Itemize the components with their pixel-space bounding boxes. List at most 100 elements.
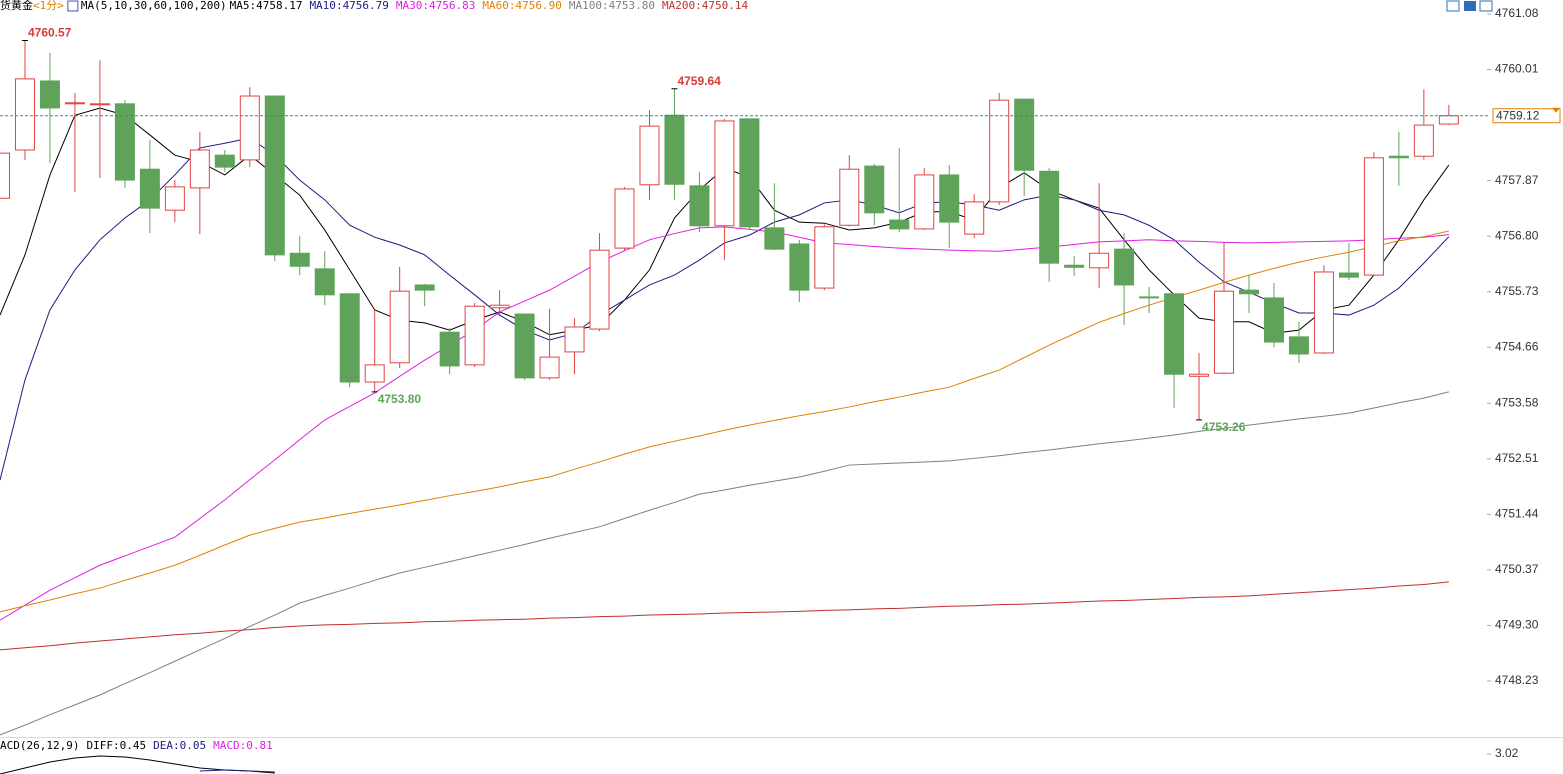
y-tick-label: 4754.66	[1495, 339, 1539, 353]
extreme-label: 4759.64	[677, 74, 721, 88]
legend-part: MA10	[309, 0, 336, 12]
macd-area	[0, 755, 275, 774]
candle-body	[289, 252, 310, 267]
legend-part: :	[249, 0, 256, 12]
toolbar-icon[interactable]	[1479, 0, 1493, 12]
legend-part: 4753.80	[609, 0, 655, 12]
legend-part: :	[695, 0, 702, 12]
candle-body	[739, 118, 760, 228]
legend-entry: MA200:4750.14	[662, 0, 748, 12]
y-tick-label: 4753.58	[1495, 395, 1539, 409]
legend-entry: MACD:0.81	[213, 739, 273, 752]
y-tick-label: 4757.87	[1495, 173, 1539, 187]
candle-body	[0, 152, 10, 199]
candle-body	[189, 149, 210, 189]
ma-line	[199, 769, 275, 773]
candle-body	[639, 125, 660, 186]
candle-body	[689, 185, 710, 227]
candle-body	[1014, 98, 1035, 171]
candle-body	[1388, 155, 1409, 159]
candle-body	[1338, 272, 1359, 278]
y-tick-label: 3.02	[1495, 746, 1519, 760]
legend-part: :	[602, 0, 609, 12]
last-price-label: 4759.12	[1496, 108, 1540, 122]
last-price-marker	[1552, 107, 1560, 113]
candle-body	[464, 305, 485, 366]
y-tick-label: 4750.37	[1495, 562, 1539, 576]
legend-entry: MA60:4756.90	[482, 0, 561, 12]
chart-title: 货黄金	[0, 0, 33, 12]
candle-body	[1039, 170, 1060, 264]
candle-body	[339, 293, 360, 383]
y-tick-label: 4752.51	[1495, 451, 1539, 465]
candle-body	[1263, 297, 1284, 343]
legend-part: DEA	[153, 739, 173, 752]
candle-body	[989, 99, 1010, 203]
candle-body	[239, 95, 260, 161]
legend-part: :	[240, 739, 247, 752]
legend-part: 4756.79	[343, 0, 389, 12]
toolbar-icon[interactable]	[1446, 0, 1460, 12]
plot-area	[0, 40, 1490, 736]
y-tick-label: 4761.08	[1495, 6, 1539, 20]
candle-body	[1413, 124, 1434, 157]
legend-part: :	[173, 739, 180, 752]
ma-line	[0, 230, 1449, 613]
legend-part: :	[509, 0, 516, 12]
candle-body	[1164, 293, 1185, 375]
legend-part: MA100	[569, 0, 602, 12]
ma-line	[0, 581, 1449, 651]
candle-body	[914, 174, 935, 230]
extreme-label: 4753.80	[378, 392, 422, 406]
candle-body	[1189, 373, 1210, 377]
legend-part: 4756.83	[429, 0, 475, 12]
candle-body	[64, 102, 85, 105]
candle-body	[589, 249, 610, 330]
y-tick-label: 4760.01	[1495, 62, 1539, 76]
candle-body	[364, 364, 385, 383]
y-tick-label: 4755.73	[1495, 284, 1539, 298]
candle-body	[564, 326, 585, 353]
candle-body	[1313, 271, 1334, 354]
candle-body	[1214, 290, 1235, 374]
candle-body	[1239, 289, 1259, 295]
period-label: <1分>	[33, 0, 64, 12]
extreme-label: 4753.26	[1202, 420, 1246, 434]
candle-body	[514, 313, 535, 379]
candle-body	[964, 201, 985, 235]
candle-body	[1089, 252, 1110, 269]
candle-body	[414, 284, 435, 291]
legend-part: DIFF	[86, 739, 113, 752]
extreme-label: 4760.57	[28, 26, 72, 40]
indicator-icon	[67, 0, 79, 12]
legend-part: ACD(26,12,9)	[0, 739, 79, 752]
candle-body	[789, 243, 810, 291]
legend-part: :	[336, 0, 343, 12]
legend-entry: MA5:4758.17	[230, 0, 303, 12]
legend-part: :	[113, 739, 120, 752]
candle-body	[1438, 115, 1459, 125]
legend-part: :	[422, 0, 429, 12]
candle-body	[664, 114, 685, 185]
legend-part: 0.45	[120, 739, 147, 752]
toolbar-icons[interactable]	[1446, 0, 1493, 12]
candle-body	[89, 103, 110, 106]
legend-part: MACD	[213, 739, 240, 752]
candle-body	[714, 120, 735, 227]
candle-body	[1288, 336, 1309, 355]
indicator-label: MA(5,10,30,60,100,200)	[81, 0, 227, 12]
toolbar-icon[interactable]	[1464, 1, 1476, 11]
legend-entry: DEA:0.05	[153, 739, 206, 752]
candle-body	[139, 168, 160, 209]
candle-body	[1139, 296, 1160, 299]
candle-body	[439, 331, 460, 367]
legend-part: 0.05	[180, 739, 207, 752]
legend-entry: DIFF:0.45	[86, 739, 146, 752]
legend-part: 货黄金	[0, 0, 33, 12]
candle-body	[814, 226, 835, 289]
y-tick-label: 4749.30	[1495, 618, 1539, 632]
candle-body	[114, 103, 135, 181]
